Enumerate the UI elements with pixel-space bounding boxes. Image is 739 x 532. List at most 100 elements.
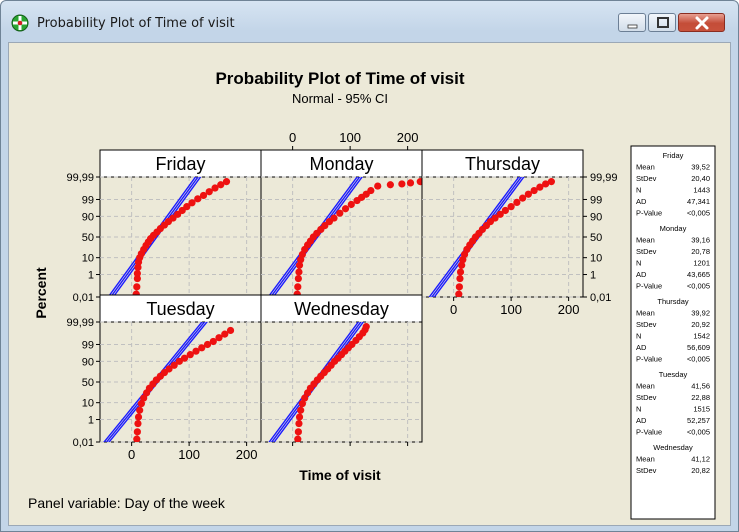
legend-stat-value: 52,257 [687,416,710,425]
legend-stat-name: P-Value [636,428,662,437]
x-tick-label: 100 [339,130,361,145]
panel-header-label: Friday [155,154,205,174]
data-point [524,190,532,198]
y-tick-label: 1 [88,415,94,427]
x-tick-label: 0 [128,447,135,462]
legend-stat-value: <0,005 [687,355,710,364]
y-tick-label: 99 [82,339,94,351]
maximize-button[interactable] [648,13,676,32]
legend-stat-value: <0,005 [687,282,710,291]
legend-stat-name: N [636,186,641,195]
panel-header-label: Thursday [465,154,540,174]
data-point [456,274,464,283]
data-point [386,181,394,189]
title-bar[interactable]: Probability Plot of Time of visit [1,1,738,41]
x-tick-label: 200 [558,302,580,317]
data-point [536,183,544,191]
data-point [215,334,223,342]
data-point [341,205,350,213]
panel-variable-note: Panel variable: Day of the week [28,495,226,511]
data-point [136,406,144,414]
panel-header-label: Tuesday [146,299,214,319]
legend-stat-name: P-Value [636,209,662,218]
legend-stat-name: N [636,259,641,268]
y-tick-label: 10 [82,253,94,265]
window-title: Probability Plot of Time of visit [37,16,235,31]
legend-stat-name: N [636,405,641,414]
data-point [513,198,521,207]
data-point [226,326,235,335]
y-tick-label: 1 [590,270,596,282]
probability-plot-chart: Probability Plot of Time of visit Normal… [28,69,716,520]
y-tick-label: 99,99 [66,317,94,329]
data-point [347,200,355,209]
minitab-plot-icon [11,14,29,32]
data-point [198,344,206,352]
legend-stat-value: 41,12 [691,455,710,464]
y-axis-label: Percent [33,267,49,319]
y-tick-label: 1 [88,270,94,282]
data-point [406,179,415,187]
data-point [336,209,344,217]
panel-header-label: Wednesday [294,299,389,319]
legend-stat-value: 20,82 [691,466,710,475]
x-tick-label: 0 [450,302,457,317]
data-point [192,347,200,355]
data-point [165,365,173,373]
legend-stat-value: 47,341 [687,197,710,206]
y-tick-label: 10 [590,253,602,265]
legend-stat-value: 20,92 [691,320,710,329]
panel-tuesday: Tuesday 99,99 99 90 50 10 1 0,01 0 100 200 [66,294,262,462]
panel-header-label: Monday [309,154,373,174]
data-point [180,354,189,362]
legend-stat-name: StDev [636,174,657,183]
y-tick-label: 50 [590,232,602,244]
data-point [416,178,422,186]
data-point [194,195,202,203]
legend-stat-value: 1443 [693,186,710,195]
chart-title: Probability Plot of Time of visit [215,69,464,88]
data-point [217,181,225,189]
legend-stat-value: 1515 [693,405,710,414]
legend-stat-name: P-Value [636,355,662,364]
x-axis-label: Time of visit [299,467,381,483]
data-point [134,419,142,428]
data-point [134,413,143,421]
data-point [298,400,306,408]
legend-stat-name: Mean [636,236,655,245]
legend-stat-value: 56,609 [687,343,710,352]
close-button[interactable] [678,13,725,32]
data-point [211,184,219,192]
legend-stat-name: Mean [636,382,655,391]
legend-stat-name: StDev [636,247,657,256]
legend-stat-name: StDev [636,393,657,402]
data-point [133,435,141,442]
panel-wednesday: Wednesday [260,294,423,446]
legend-stat-value: <0,005 [687,428,710,437]
data-point [458,261,466,269]
fit-line [112,177,202,297]
panel-thursday: Thursday 99,99 99 90 50 10 1 0,01 0 100 200 [421,149,618,317]
y-tick-label: 10 [82,398,94,410]
x-tick-label: 0 [289,130,296,145]
close-icon [695,16,709,30]
data-point [209,337,217,346]
data-point [188,199,196,207]
data-point [133,428,141,436]
panel-header [421,149,584,178]
data-point [496,210,504,218]
data-point [199,191,208,200]
data-point [362,323,370,331]
y-tick-label: 99,99 [590,172,618,184]
data-point [186,351,194,359]
minimize-button[interactable] [618,13,646,32]
data-point [507,203,515,211]
legend-day-heading: Monday [660,224,687,233]
legend-stat-value: 22,88 [691,393,710,402]
data-point [456,268,465,276]
panel-monday: Monday 0 100 200 [260,130,423,298]
data-point [367,186,375,195]
data-point [519,194,527,202]
legend-stat-name: AD [636,197,647,206]
